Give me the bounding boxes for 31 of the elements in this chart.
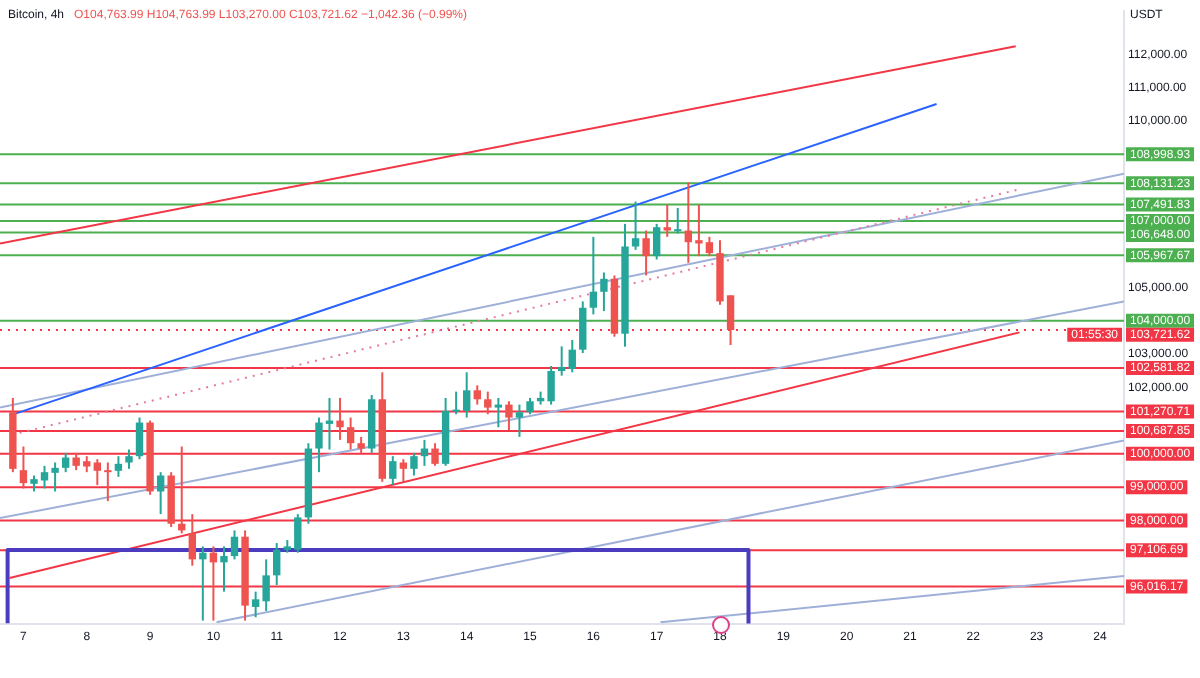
candlestick [156,471,165,516]
candlestick [199,545,207,622]
candlestick [484,390,492,416]
candlestick [663,203,671,238]
candlestick [579,300,587,355]
candlestick [674,206,682,235]
candlestick [188,513,197,567]
candlestick [410,451,418,477]
candlestick [336,396,344,441]
candlestick [61,451,70,474]
candlestick [494,396,503,429]
candlestick [220,545,228,593]
candlestick [600,271,608,313]
candlestick [19,445,28,490]
candlestick [631,200,640,251]
candlestick [568,339,576,374]
candlestick [114,455,123,478]
candlestick [125,448,133,470]
candlestick [389,455,397,487]
candlestick [273,542,281,586]
candlestick [515,403,524,438]
candlestick [230,529,239,561]
candlestick [642,229,650,277]
candlestick [652,222,661,261]
candlestick [346,416,355,451]
candlestick [557,345,566,377]
candlestick [589,235,598,316]
candlestick [431,442,439,467]
candlestick [505,400,513,432]
candlestick [473,384,481,406]
candlestick [135,416,144,461]
